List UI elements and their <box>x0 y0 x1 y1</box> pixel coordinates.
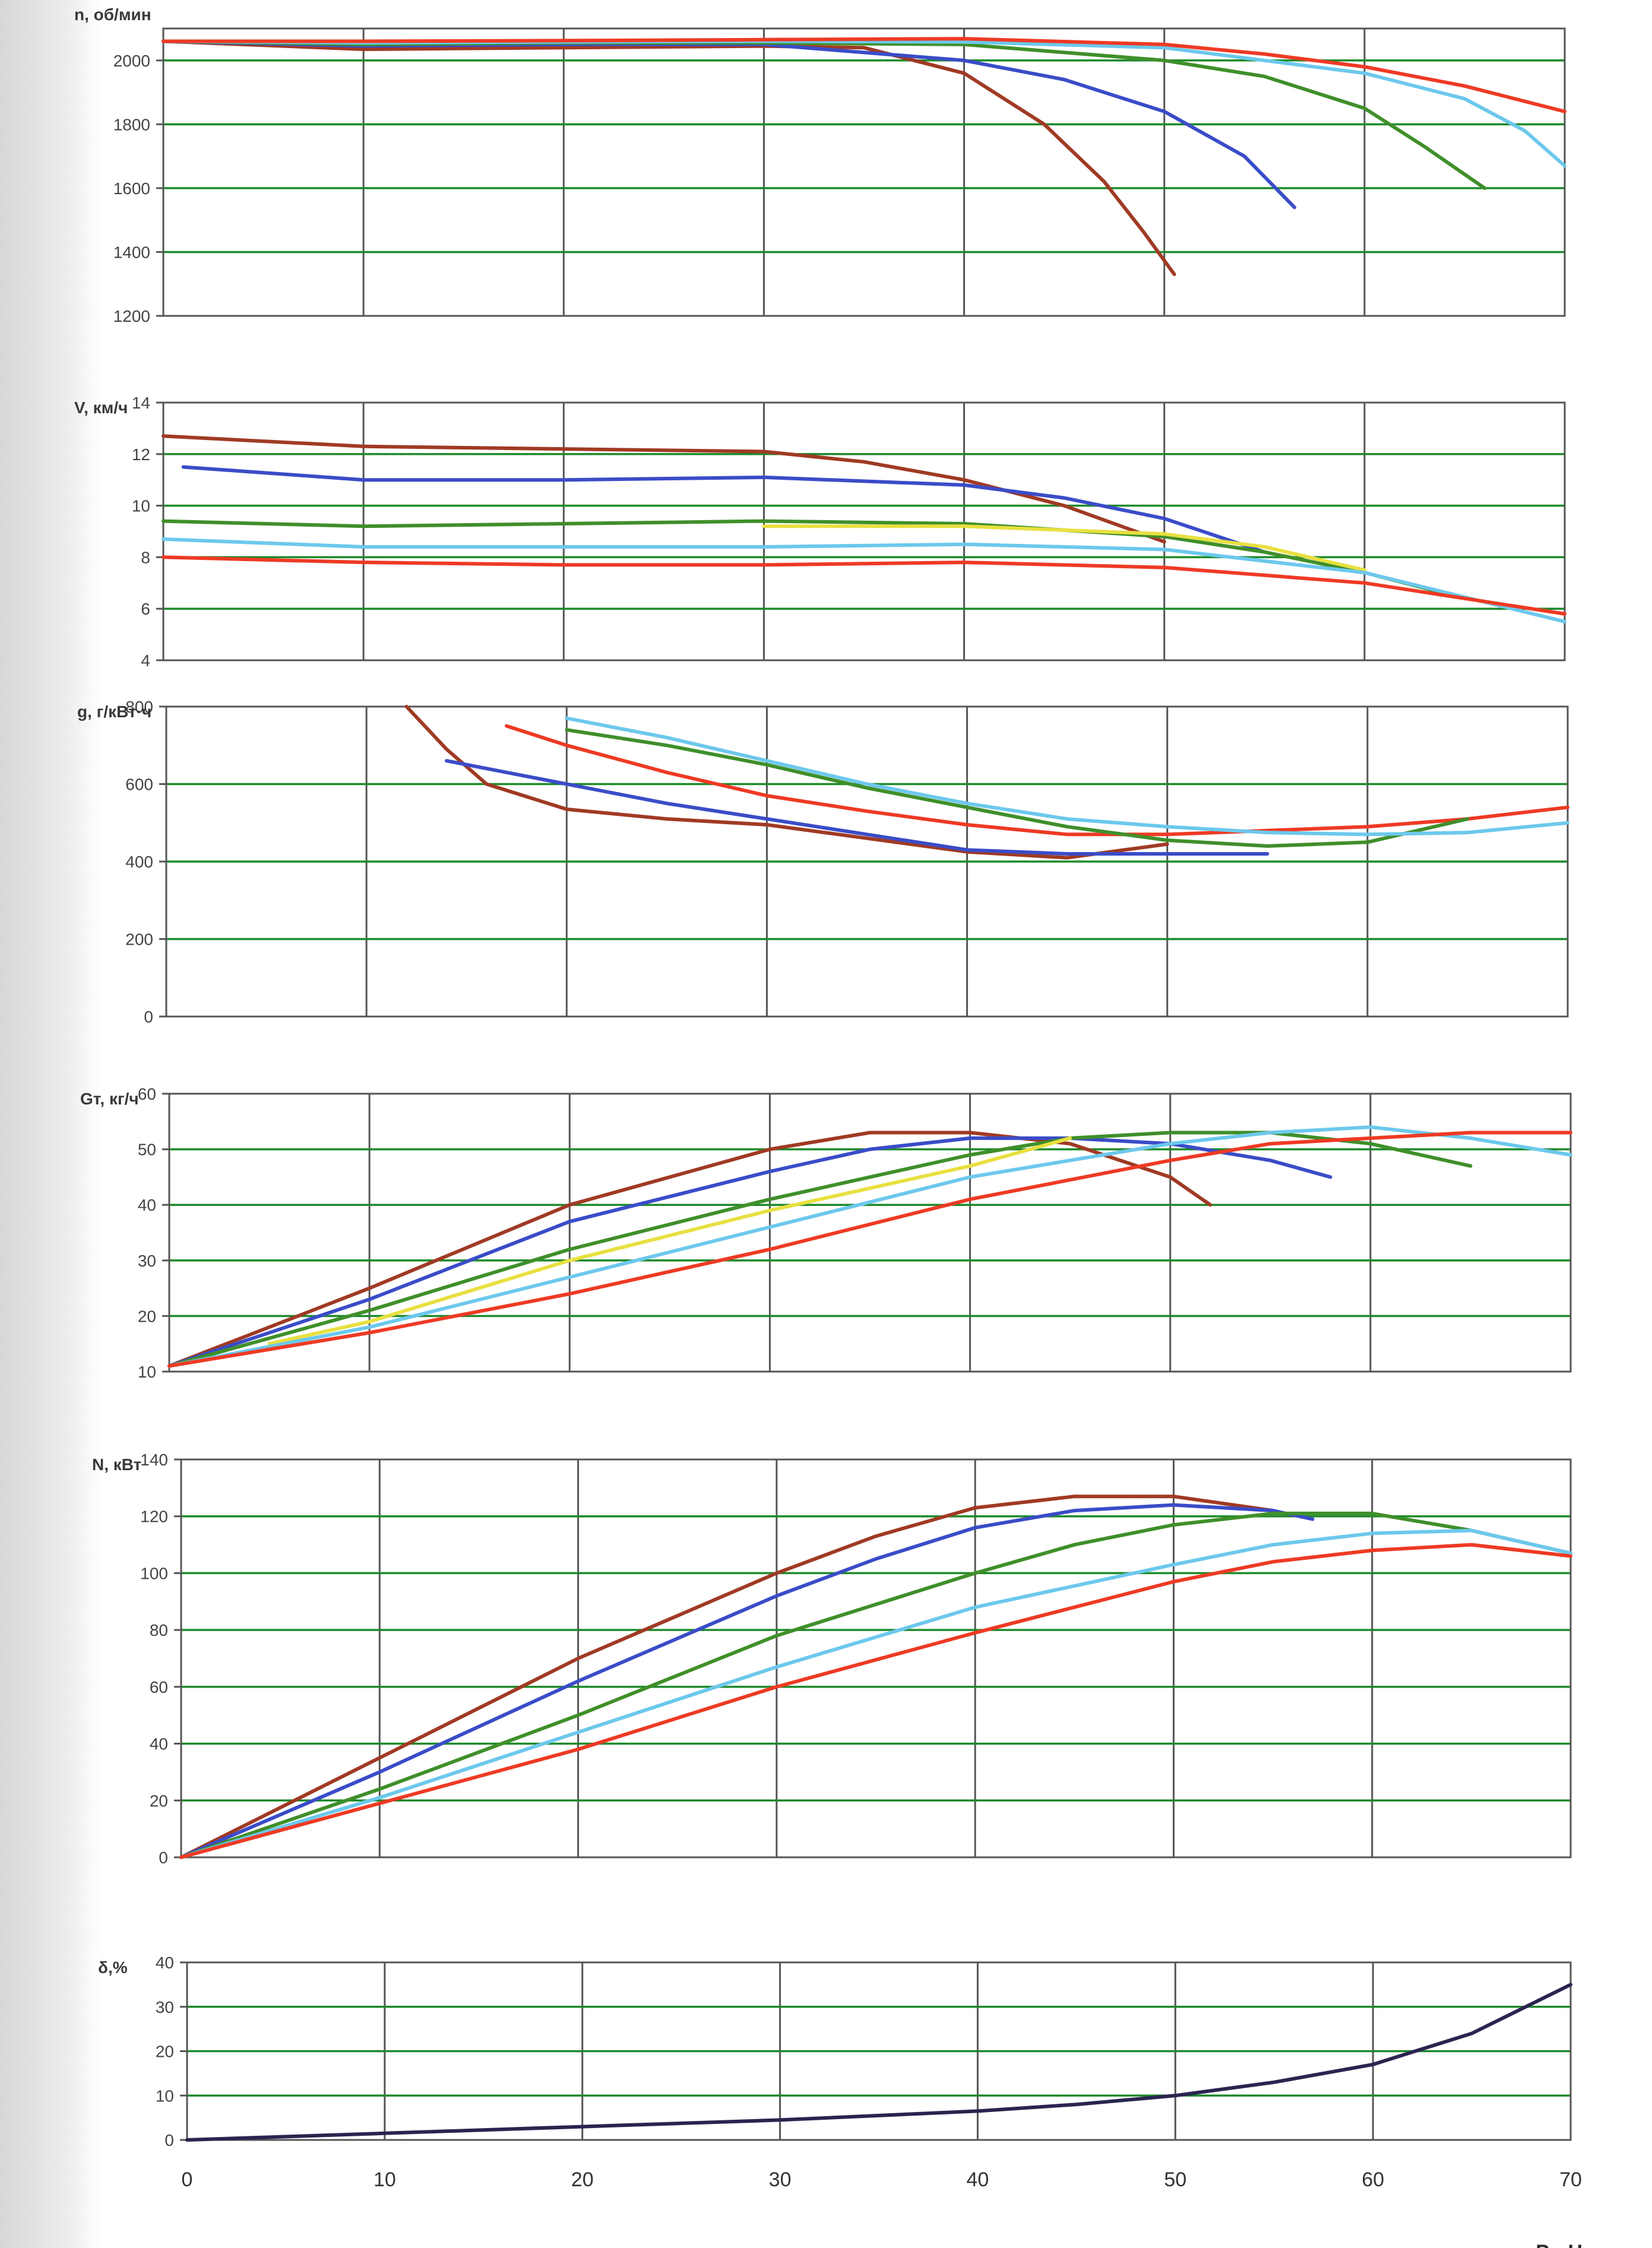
series-line-5 <box>162 37 1566 113</box>
y-axis-title: g, г/кВт·ч <box>77 702 151 721</box>
x-tick-label: 60 <box>1362 2168 1384 2191</box>
x-tick-label: 50 <box>1164 2168 1186 2191</box>
y-tick-label: 1200 <box>113 307 150 325</box>
series-line-2 <box>181 465 1267 554</box>
scan-shading <box>0 0 101 2248</box>
y-tick-label: 40 <box>150 1735 168 1753</box>
y-axis-title: n, об/мин <box>74 5 151 24</box>
series-line-3 <box>179 1511 1572 1859</box>
y-tick-label: 1600 <box>113 179 150 198</box>
series-line-5 <box>167 1125 1572 1368</box>
y-tick-label: 60 <box>138 1085 156 1103</box>
y-tick-label: 0 <box>164 2131 174 2149</box>
plot-area-border <box>162 401 1566 661</box>
y-tick-label: 1400 <box>113 243 150 261</box>
y-tick-label: 6 <box>141 600 150 618</box>
series-line-1 <box>179 1495 1275 1859</box>
plot-area-border <box>168 1093 1572 1373</box>
y-axis-title: Gт, кг/ч <box>80 1090 139 1108</box>
series-line-3 <box>505 724 1569 837</box>
series-line-6 <box>167 1131 1572 1368</box>
series-line-6 <box>162 555 1566 616</box>
y-tick-label: 40 <box>156 1953 174 1972</box>
x-tick-label: 20 <box>571 2168 594 2191</box>
y-tick-label: 800 <box>125 698 153 716</box>
y-tick-label: 200 <box>125 930 153 949</box>
y-tick-label: 30 <box>156 1998 174 2016</box>
series-line-4 <box>267 1136 1072 1346</box>
y-tick-label: 0 <box>159 1848 168 1867</box>
chart-panel-2: 4 6 8 10 12 14V, км/ч <box>74 394 1566 670</box>
series-line-2 <box>445 759 1270 856</box>
chart-panel-1: 1200 1400 1600 1800 2000 n, об/мин <box>74 5 1566 325</box>
plot-area-border <box>186 1961 1572 2141</box>
y-tick-label: 80 <box>150 1621 168 1639</box>
x-tick-label: 40 <box>967 2168 989 2191</box>
y-axis-title: δ,% <box>98 1958 128 1977</box>
y-tick-label: 140 <box>140 1451 168 1469</box>
y-axis-title: V, км/ч <box>74 398 128 417</box>
series-line-3 <box>162 519 1467 600</box>
series-line-1 <box>404 705 1169 860</box>
y-tick-label: 20 <box>138 1307 156 1325</box>
series-line-4 <box>565 728 1470 848</box>
y-tick-label: 120 <box>140 1508 168 1526</box>
y-tick-label: 50 <box>138 1141 156 1159</box>
series-line-5 <box>565 716 1569 837</box>
series-line-5 <box>179 1543 1572 1859</box>
plot-area-border <box>180 1458 1572 1858</box>
series-line-3 <box>167 1131 1473 1368</box>
series-line-4 <box>179 1528 1572 1859</box>
series-line-2 <box>179 1503 1315 1859</box>
y-tick-label: 400 <box>125 853 153 871</box>
x-axis-title: P, кН <box>1536 2241 1583 2248</box>
y-tick-label: 20 <box>150 1791 168 1810</box>
y-tick-label: 4 <box>141 651 150 670</box>
series-line-1 <box>185 1983 1572 2142</box>
y-tick-label: 600 <box>125 775 153 794</box>
chart-panel-6: 0 10 20 30 40 δ,% 0 10 20 30 40 50 60 70 P, кН <box>98 1953 1583 2248</box>
series-line-5 <box>162 537 1566 623</box>
y-tick-label: 30 <box>138 1252 156 1270</box>
y-tick-label: 14 <box>132 394 150 412</box>
y-axis-title: N, кВт <box>92 1455 141 1474</box>
y-tick-label: 100 <box>140 1564 168 1582</box>
x-tick-label: 10 <box>374 2168 396 2191</box>
y-tick-label: 12 <box>132 445 150 464</box>
x-tick-label: 70 <box>1559 2168 1582 2191</box>
y-tick-label: 1800 <box>113 115 150 134</box>
y-tick-label: 2000 <box>113 52 150 70</box>
series-line-4 <box>762 524 1366 572</box>
y-tick-label: 40 <box>138 1196 156 1214</box>
series-line-1 <box>162 39 1176 277</box>
plot-area-border <box>165 705 1569 1018</box>
y-tick-label: 10 <box>156 2086 174 2105</box>
y-tick-label: 0 <box>144 1008 153 1026</box>
x-tick-label: 0 <box>182 2168 193 2191</box>
plot-area-border <box>162 27 1566 317</box>
series-line-1 <box>162 434 1166 544</box>
y-tick-label: 60 <box>150 1678 168 1696</box>
y-tick-label: 20 <box>156 2043 174 2061</box>
y-tick-label: 10 <box>132 497 150 515</box>
y-tick-label: 10 <box>138 1363 156 1381</box>
y-tick-label: 8 <box>141 548 150 566</box>
x-tick-label: 30 <box>769 2168 792 2191</box>
